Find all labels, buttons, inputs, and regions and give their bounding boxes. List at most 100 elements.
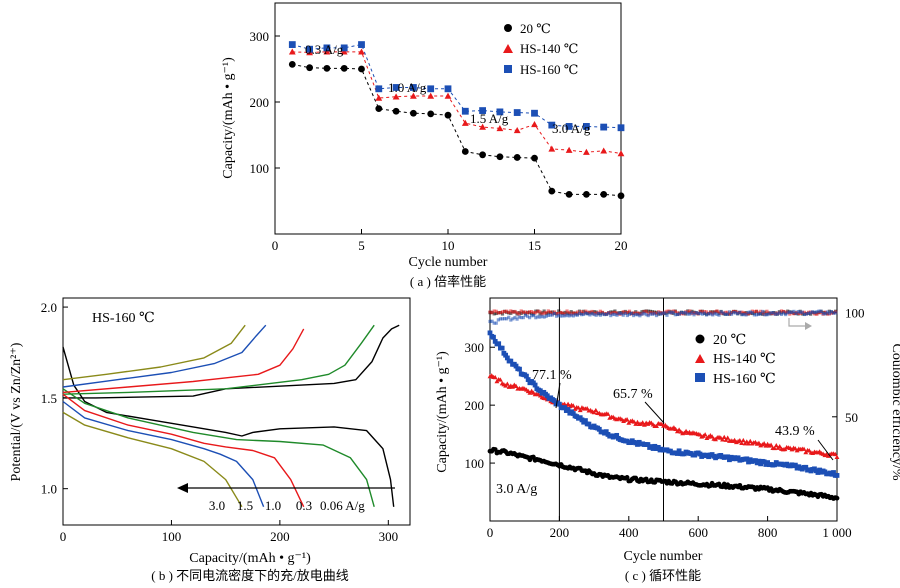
efficiency-point xyxy=(723,310,727,315)
y-tick-label: 300 xyxy=(250,29,270,44)
data-point xyxy=(375,105,383,112)
efficiency-point xyxy=(779,309,784,313)
efficiency-point xyxy=(519,311,523,316)
y-tick-label: 100 xyxy=(465,456,485,471)
data-point xyxy=(513,109,521,116)
data-point xyxy=(702,432,708,437)
efficiency-point xyxy=(654,311,659,316)
efficiency-point xyxy=(584,309,588,313)
x-tick-label: 800 xyxy=(758,525,778,540)
data-point xyxy=(576,405,581,410)
data-point xyxy=(340,48,348,55)
efficiency-point xyxy=(596,311,600,316)
efficiency-point xyxy=(640,312,644,316)
legend-label-hs140: HS-140 ℃ xyxy=(520,41,578,56)
efficiency-point xyxy=(521,315,525,320)
data-point xyxy=(834,473,840,478)
efficiency-point xyxy=(521,310,525,315)
charge-curve xyxy=(62,328,305,394)
efficiency-point xyxy=(809,311,813,315)
data-point xyxy=(499,345,505,351)
data-point xyxy=(496,153,504,161)
panel-c-y2label: Coulombic efficiency/% xyxy=(889,344,900,481)
efficiency-point xyxy=(565,313,569,317)
data-point xyxy=(358,65,365,73)
efficiency-point xyxy=(563,312,567,316)
efficiency-point xyxy=(582,312,586,317)
efficiency-point xyxy=(552,311,557,316)
efficiency-point xyxy=(765,313,769,317)
efficiency-point xyxy=(736,312,740,316)
panel-a-ylabel: Capacity/(mAh • g⁻¹) xyxy=(221,57,236,179)
data-point xyxy=(524,373,529,379)
y2-tick-label: 50 xyxy=(845,410,858,425)
data-point xyxy=(513,154,521,161)
data-point xyxy=(548,121,556,129)
efficiency-point xyxy=(577,309,582,313)
efficiency-point xyxy=(550,310,555,314)
efficiency-point xyxy=(690,311,694,315)
efficiency-point xyxy=(804,312,809,316)
efficiency-point xyxy=(527,316,532,320)
data-point xyxy=(410,109,417,117)
efficiency-point xyxy=(723,312,727,316)
efficiency-point xyxy=(546,311,550,315)
panel-c-caption: ( c ) 循环性能 xyxy=(625,568,701,583)
data-point xyxy=(570,403,576,408)
efficiency-point xyxy=(788,310,792,314)
panel-c-series xyxy=(487,309,840,501)
efficiency-point xyxy=(575,313,580,317)
efficiency-point xyxy=(534,309,538,313)
efficiency-point xyxy=(700,312,704,316)
panel-b-charge-discharge: 0 100 200 300 1.0 1.5 2.0 HS-160 ℃ 3.0 1.5 1.0… xyxy=(9,297,411,583)
efficiency-point xyxy=(582,309,586,313)
efficiency-point xyxy=(559,310,563,315)
data-point xyxy=(513,363,519,369)
efficiency-point xyxy=(523,313,527,317)
efficiency-point xyxy=(550,313,555,317)
data-point xyxy=(761,459,767,465)
data-point xyxy=(392,107,400,115)
annotation-0-3: 0.3 A/g xyxy=(305,42,344,57)
efficiency-point xyxy=(542,311,546,315)
efficiency-point xyxy=(609,311,613,316)
efficiency-point xyxy=(594,311,598,315)
efficiency-point xyxy=(731,311,736,315)
efficiency-point xyxy=(711,310,715,314)
efficiency-point xyxy=(613,310,617,315)
leader-43-9 xyxy=(817,439,834,461)
efficiency-point xyxy=(586,312,590,316)
annotation-65-7: 65.7 % xyxy=(613,387,653,402)
efficiency-point xyxy=(567,314,571,318)
data-point xyxy=(496,341,502,347)
efficiency-point xyxy=(744,313,748,317)
efficiency-point xyxy=(806,311,811,315)
efficiency-point xyxy=(721,311,725,315)
data-point xyxy=(551,398,557,403)
data-point xyxy=(492,374,498,380)
data-point xyxy=(834,454,840,459)
efficiency-point xyxy=(507,315,511,319)
data-point xyxy=(744,456,750,462)
data-point xyxy=(603,429,609,435)
efficiency-point xyxy=(625,310,630,315)
efficiency-point xyxy=(530,312,534,316)
data-point xyxy=(803,464,809,470)
efficiency-point xyxy=(540,312,544,316)
efficiency-point xyxy=(532,313,536,318)
efficiency-point xyxy=(698,311,702,315)
data-point xyxy=(645,442,651,447)
efficiency-point xyxy=(590,312,594,316)
efficiency-point xyxy=(538,312,542,316)
data-point xyxy=(737,437,743,443)
data-point xyxy=(740,437,746,443)
efficiency-point xyxy=(615,313,619,317)
efficiency-point xyxy=(513,309,517,314)
x-tick-label: 15 xyxy=(528,238,541,253)
efficiency-arrow-head xyxy=(805,322,812,330)
panel-c-ylabel: Capacity/(mAh • g⁻¹) xyxy=(435,351,450,473)
efficiency-point xyxy=(515,317,519,321)
panel-c-legend: 20 ℃ HS-140 ℃ HS-160 ℃ xyxy=(695,333,776,387)
efficiency-point xyxy=(490,319,494,323)
efficiency-point xyxy=(686,312,690,316)
